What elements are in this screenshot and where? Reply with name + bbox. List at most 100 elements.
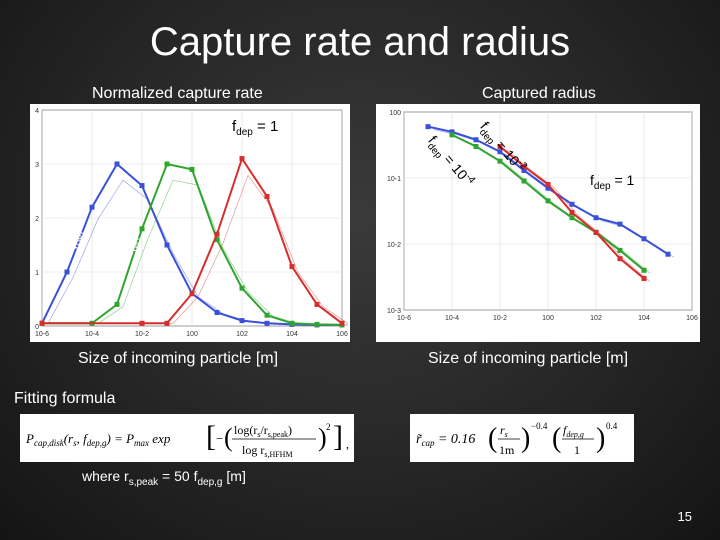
right-x-axis-label: Size of incoming particle [m] xyxy=(428,350,629,367)
series-point xyxy=(64,269,70,275)
note-sub1: s,peak xyxy=(128,476,159,488)
series-point xyxy=(521,167,527,173)
x-tick-label: 10-2 xyxy=(493,315,507,322)
formula-left-lhs: Pcap,disk(rs, fdep,g) = Pmax exp xyxy=(25,431,171,448)
series-point xyxy=(641,267,647,273)
x-tick-label: 10-6 xyxy=(35,331,49,338)
label-fdep-1-right: fdep = 1 xyxy=(590,172,634,192)
series-point xyxy=(521,163,527,169)
formula-1m: 1m xyxy=(499,443,515,457)
series-point xyxy=(139,226,145,232)
fdep-f: f xyxy=(590,172,594,188)
series-point xyxy=(239,156,245,162)
note-unit: [m] xyxy=(222,468,246,484)
series-fit-line xyxy=(48,179,349,326)
x-tick-label: 100 xyxy=(542,315,554,322)
formula-paren-open: ( xyxy=(224,423,233,452)
series-point xyxy=(289,264,295,270)
series-point xyxy=(189,291,195,297)
capture-rate-formula-svg: Pcap,disk(rs, fdep,g) = Pmax exp [ − ( l… xyxy=(25,420,349,459)
left-chart-caption: Normalized capture rate xyxy=(92,85,263,102)
series-point xyxy=(289,320,295,326)
y-tick-label: 10-3 xyxy=(387,308,401,315)
fdep-sub: dep xyxy=(73,228,85,246)
x-tick-label: 100 xyxy=(186,331,198,338)
left-x-axis-label: Size of incoming particle [m] xyxy=(78,350,279,367)
series-point xyxy=(314,301,320,307)
series-point xyxy=(264,312,270,318)
x-tick-label: 10-4 xyxy=(85,331,99,338)
formula-r-paren-close: ) xyxy=(521,423,530,454)
y-tick-label: 0 xyxy=(35,324,39,331)
formula-numerator: log(rs/rs,peak) xyxy=(234,423,292,439)
series-point xyxy=(569,201,575,207)
captured-radius-chart: 10-6 10-4 10-2 100 102 104 106 100 10-1 10-2 10-3 xyxy=(376,104,700,342)
y-tick-label: 4 xyxy=(35,108,39,115)
series-point xyxy=(114,161,120,167)
fdep-eq: = 10 xyxy=(62,190,81,229)
formula-rs: rs xyxy=(500,423,508,439)
fitting-formula-label: Fitting formula xyxy=(14,390,116,407)
formula-bracket-close: ] xyxy=(333,420,343,453)
series-point xyxy=(617,247,623,253)
series-point xyxy=(641,276,647,282)
note-rest: = 50 f xyxy=(158,468,198,484)
series-point xyxy=(239,285,245,291)
fdep-eq: = 1 xyxy=(252,118,279,135)
fdep-f: f xyxy=(62,245,81,250)
x-tick-label: 102 xyxy=(590,315,602,322)
right-chart-caption: Captured radius xyxy=(482,85,596,102)
formula-fdepg: fdep,g xyxy=(563,423,584,439)
series-point xyxy=(39,320,45,326)
series-point xyxy=(239,318,245,324)
series-point xyxy=(164,242,170,248)
formula-comma: , xyxy=(346,437,349,451)
captured-radius-formula: r̃cap = 0.16 ( rs 1m ) −0.4 ( fdep,g 1 )… xyxy=(410,414,634,462)
series-fit-line xyxy=(48,174,349,324)
fdep-sub: dep xyxy=(129,234,141,252)
formula-one: 1 xyxy=(574,443,580,457)
x-tick-label: 10-2 xyxy=(135,331,149,338)
formula-square: 2 xyxy=(326,422,331,432)
series-point xyxy=(521,178,527,184)
slide-number: 15 xyxy=(677,509,692,524)
series-point xyxy=(139,183,145,189)
series-point xyxy=(339,320,345,326)
series-point xyxy=(189,166,195,172)
series-fit-line xyxy=(457,137,651,274)
x-tick-label: 106 xyxy=(686,315,698,322)
capture-rate-svg: 10-6 10-4 10-2 100 102 104 106 0 1 2 3 4 xyxy=(35,108,349,338)
series-point xyxy=(497,158,503,164)
fdep-eq: = 1 xyxy=(610,172,635,188)
series-point xyxy=(617,256,623,262)
series-point xyxy=(569,210,575,216)
y-tick-label: 2 xyxy=(35,216,39,223)
formula-exp1: −0.4 xyxy=(531,421,548,431)
x-tick-label: 104 xyxy=(286,331,298,338)
fdep-f: f xyxy=(232,118,237,135)
fdep-eq: = 10 xyxy=(118,196,137,235)
x-tick-label: 102 xyxy=(236,331,248,338)
fdep-sub: dep xyxy=(236,127,253,138)
series-point xyxy=(214,237,220,243)
series-point xyxy=(89,204,95,210)
y-tick-label: 10-1 xyxy=(387,176,401,183)
formula-paren-close: ) xyxy=(318,423,327,452)
series-point xyxy=(214,310,220,315)
fdep-sub: dep xyxy=(593,180,611,192)
formula-r-paren-close2: ) xyxy=(596,423,605,454)
fdep-exp: -2 xyxy=(118,187,130,197)
fdep-exp: -4 xyxy=(62,181,74,191)
series-point xyxy=(545,198,551,204)
note-where: where r xyxy=(82,468,129,484)
note-sub2: dep,g xyxy=(197,476,223,488)
formula-right-lhs: r̃cap = 0.16 xyxy=(416,432,475,448)
fdep-f: f xyxy=(118,251,137,256)
series-point xyxy=(449,132,455,138)
capture-rate-formula: Pcap,disk(rs, fdep,g) = Pmax exp [ − ( l… xyxy=(20,414,354,462)
series-fit-line xyxy=(505,149,651,282)
formula-denominator: log rs,HFHM xyxy=(242,443,293,459)
captured-radius-formula-svg: r̃cap = 0.16 ( rs 1m ) −0.4 ( fdep,g 1 )… xyxy=(416,421,618,457)
series-point xyxy=(449,129,455,135)
label-fdep-1-left: fdep = 1 xyxy=(232,118,278,138)
